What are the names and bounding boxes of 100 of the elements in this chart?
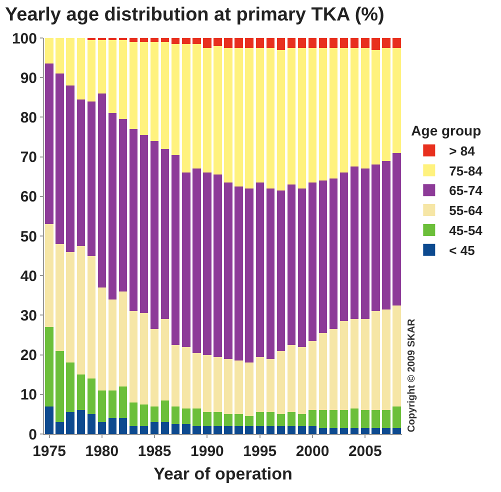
bar — [56, 74, 64, 244]
bar — [192, 44, 201, 169]
bar — [266, 426, 274, 434]
bar — [118, 418, 128, 434]
bar — [76, 410, 85, 434]
bar — [182, 172, 190, 347]
bar — [87, 378, 96, 414]
bar — [98, 40, 106, 94]
bar — [160, 148, 170, 320]
y-tick-label: 100 — [12, 30, 37, 48]
bar — [340, 48, 348, 173]
y-tick-label: 60 — [20, 188, 37, 206]
bar — [129, 426, 138, 434]
x-tick-label: 2005 — [348, 443, 382, 460]
bar — [318, 38, 328, 48]
bar — [56, 422, 64, 434]
bar — [245, 38, 254, 48]
x-tick-label: 1985 — [138, 443, 172, 460]
bar — [45, 406, 54, 434]
bar — [76, 99, 85, 246]
bar — [87, 414, 96, 434]
bar — [150, 42, 159, 141]
bar — [87, 256, 96, 379]
bar — [108, 390, 117, 418]
bar — [245, 426, 254, 434]
bar — [245, 416, 254, 426]
bar — [298, 38, 306, 48]
bar — [56, 38, 64, 74]
bar — [350, 38, 359, 48]
bar — [66, 252, 74, 363]
bar — [224, 414, 232, 426]
bar — [129, 129, 138, 312]
bar — [340, 428, 348, 434]
bar — [214, 356, 222, 412]
y-tick-label: 0 — [28, 426, 37, 444]
bar — [287, 38, 296, 48]
y-tick-label: 40 — [20, 268, 37, 285]
bar — [234, 38, 243, 48]
bar — [298, 426, 306, 434]
bar — [182, 346, 190, 408]
bar — [76, 38, 85, 100]
bar — [276, 190, 286, 351]
bar — [308, 426, 317, 434]
bar — [266, 412, 274, 426]
x-tick-label: 1990 — [190, 443, 224, 460]
bar — [214, 174, 222, 357]
bar — [382, 309, 390, 410]
bar — [329, 329, 338, 410]
bar — [298, 188, 306, 347]
bar — [66, 86, 74, 252]
x-axis-title: Year of operation — [154, 464, 292, 484]
bar — [203, 412, 212, 426]
bar — [256, 38, 264, 48]
bar — [372, 410, 380, 428]
bar — [160, 38, 170, 42]
bar — [392, 48, 401, 153]
bar — [256, 356, 264, 412]
bar — [192, 426, 201, 434]
bar — [308, 182, 317, 341]
bar — [382, 160, 390, 310]
bar — [329, 48, 338, 179]
bar — [340, 172, 348, 322]
y-tick-label: 90 — [20, 70, 37, 87]
bar — [108, 113, 117, 300]
bar — [172, 44, 180, 155]
x-tick-label: 1975 — [32, 443, 66, 460]
bar — [361, 428, 370, 434]
bar — [361, 38, 370, 48]
y-tick-label: 20 — [20, 347, 37, 364]
bar — [192, 38, 201, 44]
bar — [140, 426, 148, 434]
bar — [45, 327, 54, 406]
bar — [245, 48, 254, 188]
legend-label: < 45 — [449, 242, 475, 258]
bar — [140, 135, 148, 314]
bar — [66, 412, 74, 434]
bar — [329, 38, 338, 48]
bar — [350, 428, 359, 434]
bar — [276, 350, 286, 414]
bar — [256, 426, 264, 434]
bar — [392, 152, 401, 306]
bar — [140, 313, 148, 404]
bar — [287, 412, 296, 426]
bar — [245, 188, 254, 363]
bar — [298, 414, 306, 426]
bar — [318, 48, 328, 181]
bar — [318, 180, 328, 334]
bar — [287, 184, 296, 345]
bar — [98, 93, 106, 288]
bar — [382, 48, 390, 161]
bar — [266, 48, 274, 188]
bar — [203, 48, 212, 173]
bar — [182, 408, 190, 424]
bar — [234, 186, 243, 361]
bar — [287, 344, 296, 412]
bar — [150, 422, 159, 434]
bar — [308, 48, 317, 183]
bar — [340, 38, 348, 48]
y-tick-label: 80 — [20, 109, 37, 126]
bar — [214, 412, 222, 426]
